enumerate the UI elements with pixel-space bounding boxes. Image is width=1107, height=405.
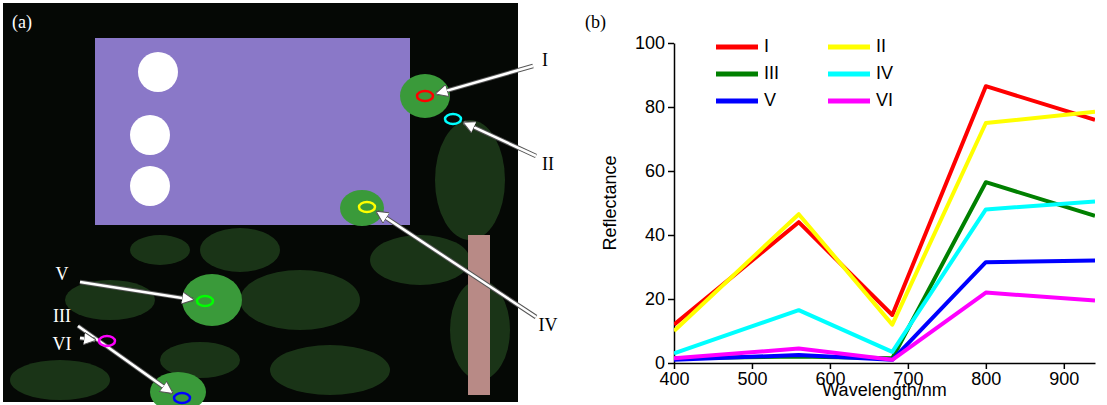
plot-area [674, 86, 1095, 360]
tick: 800 [971, 363, 1001, 389]
arrow [80, 282, 193, 300]
legend-label: V [764, 90, 776, 110]
x-axis-title: Wavelength/nm [822, 380, 946, 400]
legend: IIIIIIIVVVI [716, 36, 893, 110]
fruit [340, 190, 384, 226]
series-line [674, 182, 1095, 358]
legend-item: V [716, 90, 776, 110]
roi-marker [359, 202, 375, 212]
panel-label: (b) [585, 12, 606, 33]
roi-label: V [56, 264, 69, 284]
arrow [437, 66, 533, 94]
arrow-outline [437, 66, 533, 94]
tick: 60 [645, 161, 674, 181]
axis-line [675, 363, 1096, 365]
y-axis-title: Reflectance [600, 155, 620, 250]
tick: 80 [645, 97, 674, 117]
tick-mark [668, 235, 674, 237]
legend-swatch [716, 72, 758, 77]
legend-label: I [764, 36, 769, 56]
legend-item: VI [828, 90, 893, 110]
calibration-board [95, 38, 410, 225]
arrow-outline [80, 282, 193, 300]
roi-marker [99, 336, 115, 346]
arrow-outline [377, 212, 536, 317]
tick-label: 500 [737, 369, 767, 389]
arrow-outline [464, 123, 536, 156]
legend-label: VI [876, 90, 893, 110]
legend-swatch [828, 72, 870, 77]
series-line [674, 112, 1095, 331]
panel-label: (a) [12, 12, 32, 33]
tick: 500 [737, 363, 767, 389]
tick-label: 60 [645, 161, 665, 181]
tick-label: 800 [971, 369, 1001, 389]
reference-disc [138, 52, 178, 92]
tick-label: 80 [645, 97, 665, 117]
y-axis: 0 20 40 60 80 100 [635, 33, 675, 373]
roi-marker [445, 114, 461, 124]
stem [468, 235, 490, 395]
chart-panel: 400500600700800900020406080100Wavelength… [585, 12, 1096, 400]
reference-disc [130, 115, 170, 155]
arrow [377, 212, 536, 317]
foliage [10, 360, 110, 400]
roi-marker [417, 91, 433, 101]
tick: 900 [1049, 363, 1079, 389]
series-line [674, 293, 1095, 360]
legend-swatch [828, 99, 870, 104]
tick-mark [668, 107, 674, 109]
tick-mark [668, 363, 674, 365]
legend-swatch [828, 45, 870, 50]
foliage [270, 345, 390, 395]
tick-label: 20 [645, 289, 665, 309]
photo-background [3, 3, 518, 402]
tick: 100 [635, 33, 674, 53]
foliage [130, 235, 190, 265]
legend-label: II [876, 36, 886, 56]
legend-label: IV [876, 63, 893, 83]
tick: 20 [645, 289, 674, 309]
tick: 0 [655, 353, 674, 373]
arrow-outline [80, 338, 95, 340]
roi-marker [174, 393, 190, 403]
legend-item: II [828, 36, 886, 56]
legend-label: III [764, 63, 779, 83]
tick-label: 40 [645, 225, 665, 245]
reference-disc [130, 166, 170, 206]
fruit [400, 74, 450, 118]
roi-label: VI [53, 334, 72, 354]
tick-mark [668, 299, 674, 301]
tick-mark [668, 171, 674, 173]
roi-label: IV [539, 315, 558, 335]
arrow [80, 338, 95, 340]
image-panel: IIIIIIIVVVI(a) [3, 3, 558, 405]
tick-mark [668, 43, 674, 45]
legend-swatch [716, 45, 758, 50]
roi-label: III [53, 306, 71, 326]
arrow [464, 123, 536, 156]
foliage [240, 270, 360, 330]
series-line [674, 261, 1095, 360]
figure: IIIIIIIVVVI(a)40050060070080090002040608… [0, 0, 1107, 405]
roi-label: II [542, 154, 554, 174]
foliage [200, 228, 280, 272]
roi-marker [197, 296, 213, 306]
arrow [78, 326, 172, 393]
tick: 40 [645, 225, 674, 245]
legend-item: III [716, 63, 779, 83]
legend-item: I [716, 36, 769, 56]
tick-label: 0 [655, 353, 665, 373]
tick-label: 900 [1049, 369, 1079, 389]
series-line [674, 201, 1095, 353]
tick-label: 100 [635, 33, 665, 53]
roi-label: I [542, 50, 548, 70]
legend-swatch [716, 99, 758, 104]
axis-line [674, 44, 676, 364]
arrow-outline [78, 326, 172, 393]
fruit [150, 372, 206, 405]
legend-item: IV [828, 63, 893, 83]
